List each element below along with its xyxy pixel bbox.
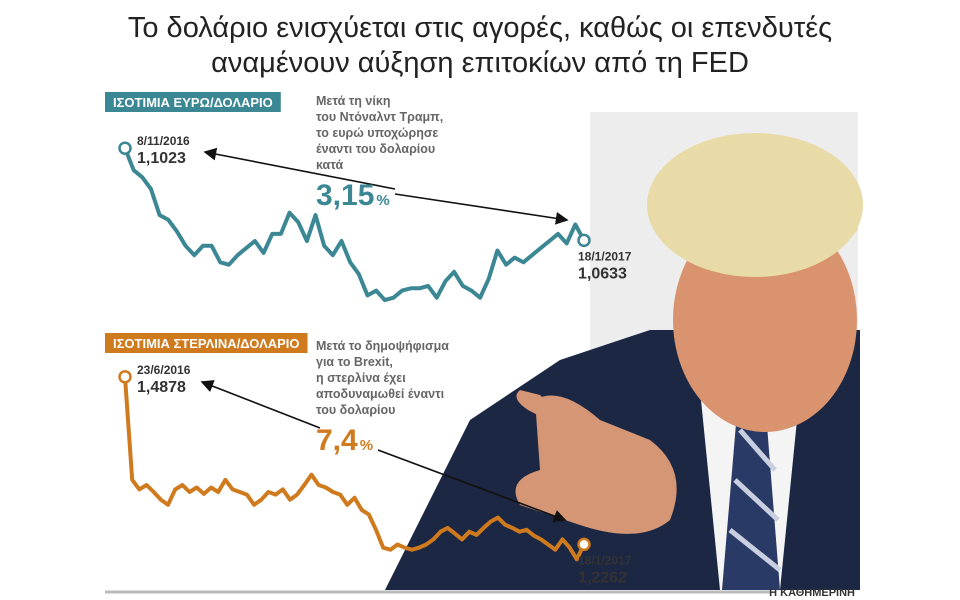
- point-date: 8/11/2016: [137, 134, 190, 148]
- point-value: 1,1023: [137, 150, 186, 167]
- annotation-line: αποδυναμωθεί έναντι: [316, 387, 445, 401]
- annotation-line: του δολαρίου: [316, 403, 395, 417]
- annotation-line: κατά: [316, 158, 343, 172]
- change-value: 7,4: [316, 424, 358, 457]
- annotation-line: του Ντόναλντ Τραμπ,: [316, 110, 443, 124]
- annotation-line: η στερλίνα έχει: [316, 371, 406, 385]
- data-line: [123, 147, 586, 303]
- arrows: [200, 147, 569, 523]
- title-line: Το δολάριο ενισχύεται στις αγορές, καθώς…: [128, 12, 832, 44]
- annotation-line: Μετά το δημοψήφισμα: [316, 339, 449, 353]
- annotation-line: το ευρώ υποχώρησε: [316, 126, 438, 140]
- change-value: 3,15: [316, 179, 374, 212]
- section-header-box: [105, 92, 281, 112]
- point-date: 18/1/2017: [578, 553, 632, 567]
- point-date: 23/6/2016: [137, 363, 191, 377]
- data-line: [123, 376, 586, 562]
- point-value: 1,0633: [578, 265, 627, 282]
- change-unit: %: [360, 437, 373, 454]
- end-point: [577, 233, 591, 248]
- section-header-box: [105, 333, 308, 353]
- end-point: [118, 370, 132, 384]
- annotation-line: Μετά τη νίκη: [316, 94, 390, 108]
- change-unit: %: [376, 192, 389, 209]
- source: Η ΚΑΘΗΜΕΡΙΝΗ: [769, 587, 855, 599]
- point-value: 1,4878: [137, 379, 186, 396]
- title-line: αναμένουν αύξηση επιτοκίων από τη FED: [211, 47, 749, 79]
- point-date: 18/1/2017: [578, 249, 632, 263]
- point-value: 1,2262: [578, 569, 627, 586]
- annotation-line: έναντι του δολαρίου: [316, 142, 435, 156]
- end-point: [118, 141, 132, 155]
- photo: [385, 112, 863, 590]
- annotation-line: για το Brexit,: [316, 355, 393, 369]
- section-header: ΙΣΟΤΙΜΙΑ ΕΥΡΩ/ΔΟΛΑΡΙΟ: [113, 95, 273, 110]
- end-point: [577, 537, 591, 552]
- section-header: ΙΣΟΤΙΜΙΑ ΣΤΕΡΛΙΝΑ/ΔΟΛΑΡΙΟ: [113, 336, 300, 351]
